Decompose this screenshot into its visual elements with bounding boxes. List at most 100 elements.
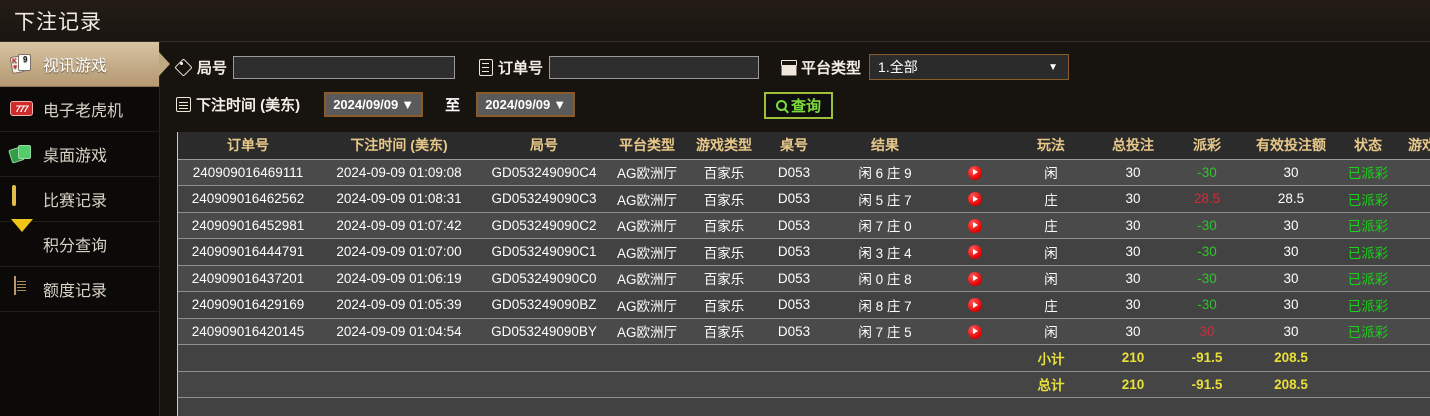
platform-type-cell: AG欧洲厅	[608, 185, 686, 213]
valid-bet-cell: 30	[1244, 238, 1338, 266]
play-replay-icon[interactable]	[968, 245, 982, 260]
total-bet-cell: 30	[1096, 291, 1170, 319]
game-mode-cell: -	[1398, 238, 1430, 266]
play-replay-icon[interactable]	[968, 298, 982, 313]
records-table-container[interactable]: 订单号 下注时间 (美东) 局号 平台类型 游戏类型 桌号 结果 玩法 总投注 …	[177, 132, 1430, 416]
order-number-input[interactable]	[549, 55, 760, 79]
col-order-number[interactable]: 订单号	[178, 132, 318, 160]
replay-cell[interactable]	[944, 238, 1006, 266]
play-replay-icon[interactable]	[968, 165, 982, 180]
result-cell: 闲 3 庄 4	[826, 238, 944, 266]
result-cell: 闲 7 庄 0	[826, 212, 944, 239]
status-cell: 已派彩	[1338, 159, 1398, 186]
game-type-cell: 百家乐	[686, 291, 762, 319]
col-total-bet[interactable]: 总投注	[1096, 132, 1170, 160]
replay-cell[interactable]	[944, 159, 1006, 186]
col-table-number[interactable]: 桌号	[762, 132, 826, 160]
play-replay-icon[interactable]	[968, 324, 982, 339]
platform-type-cell: AG欧洲厅	[608, 238, 686, 266]
sidebar-item-live-games[interactable]: K ♥ 9 视讯游戏	[0, 42, 170, 87]
sum-label: 总计	[1006, 371, 1096, 398]
sidebar-item-label: 额度记录	[43, 283, 108, 300]
records-table: 订单号 下注时间 (美东) 局号 平台类型 游戏类型 桌号 结果 玩法 总投注 …	[178, 132, 1430, 416]
status-cell: 已派彩	[1338, 291, 1398, 319]
play-replay-icon[interactable]	[968, 218, 982, 233]
cards-icon: K ♥ 9	[9, 52, 34, 76]
replay-cell[interactable]	[944, 265, 1006, 292]
total-bet-cell: 30	[1096, 238, 1170, 266]
play-replay-icon[interactable]	[968, 192, 982, 207]
round-number-cell: GD053249090BY	[480, 318, 608, 345]
empty-row	[178, 397, 1430, 416]
order-number-cell: 240909016444791	[178, 238, 318, 266]
round-number-cell: GD053249090C2	[480, 212, 608, 239]
bet-time-cell: 2024-09-09 01:06:19	[318, 265, 480, 292]
chevron-down-icon: ▼	[1048, 61, 1059, 73]
total-bet-cell: 30	[1096, 265, 1170, 292]
col-platform-type[interactable]: 平台类型	[608, 132, 686, 160]
total-row: 总计 210 -91.5 208.5	[178, 371, 1430, 398]
game-type-cell: 百家乐	[686, 212, 762, 239]
payout-cell: -30	[1170, 291, 1244, 319]
bet-time-cell: 2024-09-09 01:04:54	[318, 318, 480, 345]
result-cell: 闲 8 庄 7	[826, 291, 944, 319]
sidebar-item-label: 视讯游戏	[43, 58, 108, 75]
table-row[interactable]: 240909016429169 2024-09-09 01:05:39 GD0532…	[178, 291, 1430, 319]
sidebar-item-slots[interactable]: 777 电子老虎机	[0, 87, 159, 132]
bet-time-cell: 2024-09-09 01:07:42	[318, 212, 480, 239]
sidebar-item-credit-records[interactable]: 额度记录	[0, 267, 159, 312]
table-row[interactable]: 240909016462562 2024-09-09 01:08:31 GD0532…	[178, 185, 1430, 213]
col-valid-bet[interactable]: 有效投注额	[1244, 132, 1338, 160]
platform-type-select[interactable]: 1.全部 ▼	[869, 54, 1070, 80]
sidebar-item-match-records[interactable]: 比赛记录	[0, 177, 159, 222]
result-cell: 闲 7 庄 5	[826, 318, 944, 345]
bet-time-cell: 2024-09-09 01:08:31	[318, 185, 480, 213]
date-to-picker[interactable]: 2024/09/09 ▼	[476, 92, 576, 117]
sidebar-item-label: 桌面游戏	[43, 148, 108, 165]
replay-cell[interactable]	[944, 185, 1006, 213]
sidebar-item-table-games[interactable]: 桌面游戏	[0, 132, 159, 177]
round-number-cell: GD053249090C1	[480, 238, 608, 266]
platform-type-cell: AG欧洲厅	[608, 212, 686, 239]
round-number-cell: GD053249090C0	[480, 265, 608, 292]
round-number-input[interactable]	[233, 55, 456, 79]
chevron-down-icon: ▼	[401, 97, 415, 112]
replay-cell[interactable]	[944, 318, 1006, 345]
table-number-cell: D053	[762, 238, 826, 266]
col-game-mode[interactable]: 游戏模式	[1398, 132, 1430, 160]
result-cell: 闲 0 庄 8	[826, 265, 944, 292]
valid-bet-cell: 30	[1244, 318, 1338, 345]
col-round-number[interactable]: 局号	[480, 132, 608, 160]
status-cell: 已派彩	[1338, 265, 1398, 292]
table-row[interactable]: 240909016452981 2024-09-09 01:07:42 GD0532…	[178, 212, 1430, 239]
table-row[interactable]: 240909016469111 2024-09-09 01:09:08 GD0532…	[178, 159, 1430, 186]
search-icon	[776, 100, 787, 111]
table-row[interactable]: 240909016437201 2024-09-09 01:06:19 GD0532…	[178, 265, 1430, 292]
table-number-cell: D053	[762, 318, 826, 345]
sidebar-item-points-query[interactable]: 积分查询	[0, 219, 159, 267]
col-replay	[944, 132, 1006, 160]
sum-label: 小计	[1006, 344, 1096, 372]
payout-cell: 28.5	[1170, 185, 1244, 213]
platform-type-cell: AG欧洲厅	[608, 265, 686, 292]
col-payout[interactable]: 派彩	[1170, 132, 1244, 160]
replay-cell[interactable]	[944, 291, 1006, 319]
col-bet-time[interactable]: 下注时间 (美东)	[318, 132, 480, 160]
status-cell: 已派彩	[1338, 238, 1398, 266]
col-play-type[interactable]: 玩法	[1006, 132, 1096, 160]
platform-type-label: 平台类型	[781, 57, 861, 78]
play-type-cell: 庄	[1006, 212, 1096, 239]
table-number-cell: D053	[762, 212, 826, 239]
query-button[interactable]: 查询	[764, 92, 834, 119]
col-status[interactable]: 状态	[1338, 132, 1398, 160]
order-number-cell: 240909016469111	[178, 159, 318, 186]
replay-cell[interactable]	[944, 212, 1006, 239]
col-result[interactable]: 结果	[826, 132, 944, 160]
date-from-picker[interactable]: 2024/09/09 ▼	[324, 92, 424, 117]
table-row[interactable]: 240909016444791 2024-09-09 01:07:00 GD0532…	[178, 238, 1430, 266]
table-header-row: 订单号 下注时间 (美东) 局号 平台类型 游戏类型 桌号 结果 玩法 总投注 …	[178, 132, 1430, 160]
result-cell: 闲 5 庄 7	[826, 185, 944, 213]
play-replay-icon[interactable]	[968, 271, 982, 286]
col-game-type[interactable]: 游戏类型	[686, 132, 762, 160]
table-row[interactable]: 240909016420145 2024-09-09 01:04:54 GD0532…	[178, 318, 1430, 345]
